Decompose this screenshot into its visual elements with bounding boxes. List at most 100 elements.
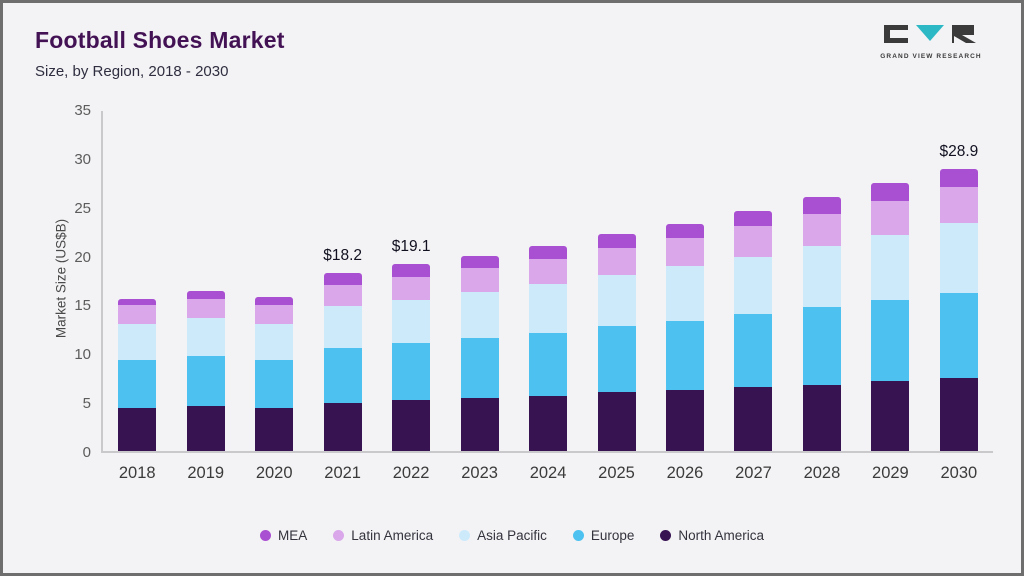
bar-column-2021: $18.2 2021 — [308, 111, 376, 482]
bar-segment-latin-america — [871, 200, 910, 236]
bar-segment-mea — [734, 210, 773, 227]
bar-2022 — [392, 264, 431, 451]
bar-segment-mea — [665, 224, 704, 238]
bar-segment-europe — [255, 360, 294, 408]
bar-segment-north-america — [186, 406, 225, 451]
y-axis-tick: 35 — [74, 102, 91, 119]
bar-column-2025: 2025 — [582, 111, 650, 482]
bar-segment-asia-pacific — [323, 306, 362, 349]
bar-column-2027: 2027 — [719, 111, 787, 482]
legend-item-asia-pacific: Asia Pacific — [459, 528, 547, 543]
bar-segment-asia-pacific — [118, 323, 157, 361]
bar-annotation: $18.2 — [323, 247, 363, 265]
x-axis-label: 2020 — [255, 464, 293, 482]
bar-segment-asia-pacific — [529, 283, 568, 333]
y-axis-tick: 20 — [74, 248, 91, 266]
bar-segment-mea — [597, 234, 636, 248]
bar-segment-mea — [323, 273, 362, 285]
bar-column-2024: 2024 — [514, 111, 582, 482]
y-axis-tick: 30 — [74, 150, 91, 168]
bar-segment-europe — [802, 307, 841, 385]
header: Football Shoes Market Size, by Region, 2… — [35, 27, 285, 80]
bar-2024 — [529, 245, 568, 451]
bar-segment-north-america — [802, 384, 841, 451]
bar-column-2018: 2018 — [103, 111, 171, 482]
bar-segment-mea — [529, 245, 568, 259]
bar-annotation: $28.9 — [939, 142, 979, 160]
logo-text: GRAND VIEW RESEARCH — [880, 53, 982, 60]
legend-label: Europe — [590, 528, 635, 543]
bar-segment-mea — [939, 168, 978, 188]
bar-segment-europe — [392, 342, 431, 401]
bar-column-2026: 2026 — [651, 111, 719, 482]
bar-2023 — [460, 255, 499, 451]
bar-column-2022: $19.1 2022 — [377, 111, 445, 482]
bar-2021 — [323, 273, 362, 451]
x-axis-label: 2024 — [529, 464, 567, 482]
bar-segment-europe — [529, 332, 568, 397]
y-axis-tick: 0 — [82, 444, 91, 461]
x-axis-label: 2022 — [392, 464, 430, 482]
y-axis-tick: 10 — [74, 346, 91, 364]
bar-segment-north-america — [323, 403, 362, 451]
logo: GRAND VIEW RESEARCH — [879, 23, 983, 60]
bar-segment-latin-america — [460, 268, 499, 292]
bar-segment-europe — [665, 321, 704, 391]
bar-segment-latin-america — [255, 305, 294, 324]
bar-2030 — [939, 168, 978, 451]
legend-swatch-europe — [572, 530, 584, 541]
bar-segment-asia-pacific — [802, 245, 841, 308]
bar-segment-asia-pacific — [460, 291, 499, 338]
bar-segment-mea — [802, 196, 841, 214]
bar-2020 — [255, 296, 294, 451]
legend-item-latin-america: Latin America — [333, 528, 433, 543]
bar-segment-europe — [734, 314, 773, 388]
bar-segment-north-america — [939, 377, 978, 451]
legend-label: Latin America — [351, 528, 434, 543]
y-axis-tick: 5 — [82, 395, 91, 413]
plot-area: 2018 2019 2020 $18.2 2021 $19.1 2022 2023 2024 20… — [101, 111, 993, 482]
x-axis-label: 2029 — [872, 464, 909, 482]
legend-swatch-asia-pacific — [459, 530, 471, 541]
legend-label: North America — [678, 528, 764, 543]
bar-segment-north-america — [529, 396, 568, 451]
legend-label: Asia Pacific — [477, 528, 547, 543]
x-axis-label: 2030 — [940, 464, 978, 482]
bar-annotation: $19.1 — [391, 238, 431, 256]
bar-segment-north-america — [118, 407, 157, 451]
x-axis-label: 2023 — [461, 464, 498, 482]
bar-2018 — [118, 298, 157, 451]
bar-column-2019: 2019 — [171, 111, 239, 482]
legend-item-north-america: North America — [660, 528, 764, 543]
bar-2019 — [186, 290, 225, 451]
x-axis-label: 2018 — [118, 464, 156, 482]
bar-segment-latin-america — [802, 213, 841, 246]
y-axis: 0 5 10 15 20 25 30 35 — [59, 102, 101, 461]
legend-swatch-mea — [260, 530, 272, 541]
bar-segment-north-america — [460, 398, 499, 451]
bar-segment-asia-pacific — [392, 299, 431, 343]
legend-item-europe: Europe — [572, 528, 635, 543]
bar-segment-mea — [255, 296, 294, 306]
bar-segment-north-america — [392, 400, 431, 451]
bar-2029 — [871, 183, 910, 451]
bar-segment-latin-america — [323, 284, 362, 307]
bar-column-2023: 2023 — [445, 111, 513, 482]
bar-column-2020: 2020 — [240, 111, 308, 482]
x-axis-label: 2026 — [666, 464, 704, 482]
bar-segment-mea — [871, 183, 910, 201]
bar-segment-europe — [118, 360, 157, 408]
y-axis-tick: 25 — [74, 199, 91, 217]
bar-segment-mea — [186, 290, 225, 299]
bar-segment-latin-america — [186, 298, 225, 319]
legend-swatch-north-america — [660, 530, 672, 541]
x-axis-label: 2025 — [598, 464, 635, 482]
bar-segment-asia-pacific — [186, 318, 225, 357]
x-axis-label: 2021 — [324, 464, 361, 482]
bar-segment-mea — [392, 264, 431, 278]
page-subtitle: Size, by Region, 2018 - 2030 — [35, 63, 229, 80]
bar-segment-europe — [597, 325, 636, 393]
legend-label: MEA — [278, 528, 308, 543]
bar-segment-asia-pacific — [597, 275, 636, 326]
bar-segment-asia-pacific — [871, 235, 910, 301]
